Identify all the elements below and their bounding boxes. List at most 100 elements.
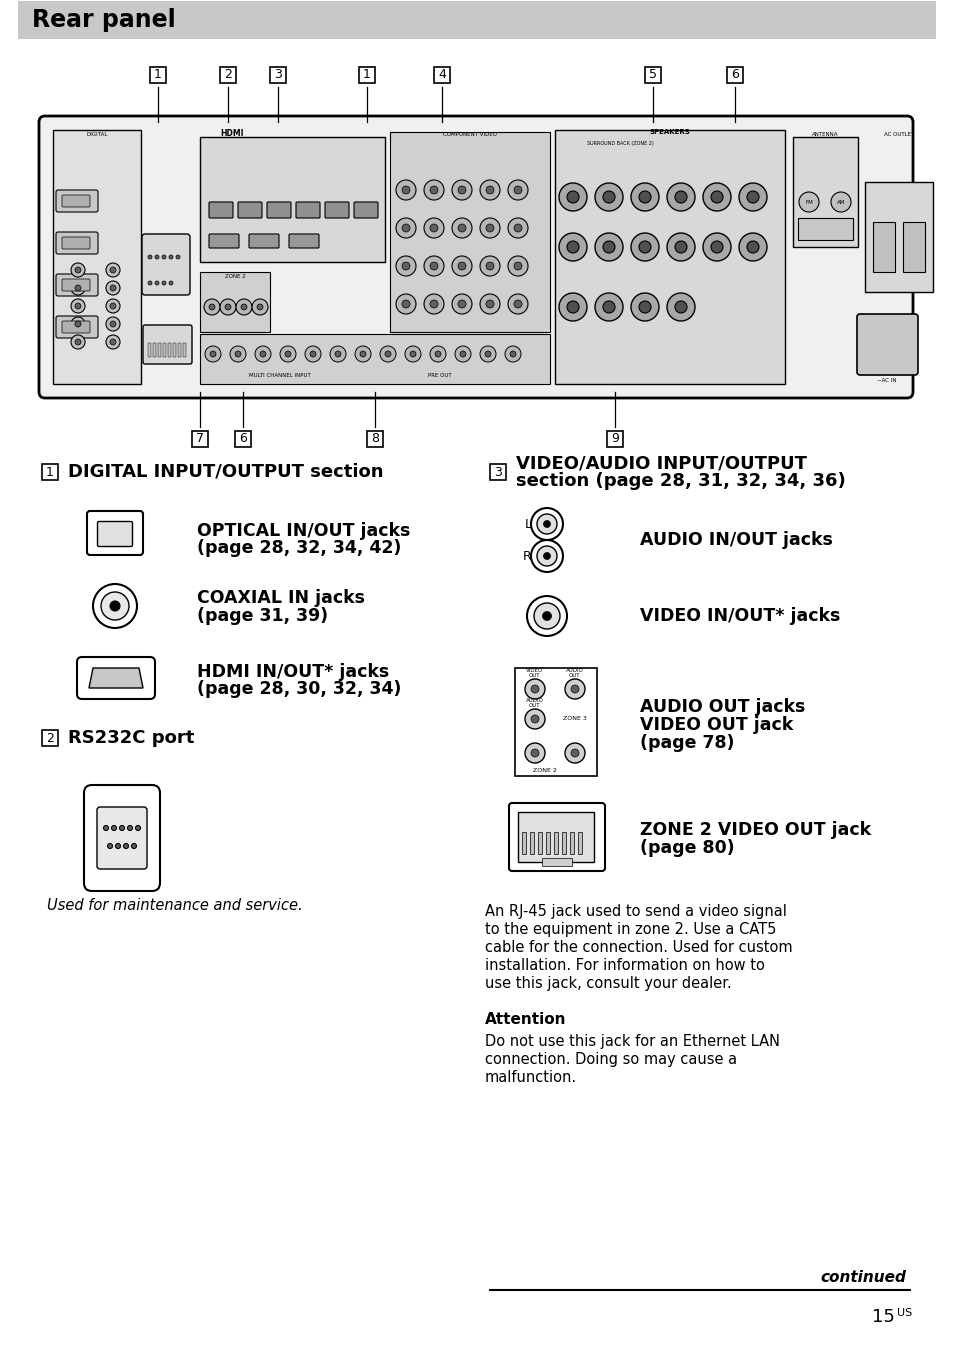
Circle shape [507,218,527,238]
Bar [200,272,270,333]
Bar [545,831,550,854]
Text: Attention: Attention [484,1013,566,1028]
Bar [792,137,857,247]
Text: VIDEO IN/OUT* jacks: VIDEO IN/OUT* jacks [639,607,840,625]
Circle shape [75,285,81,291]
Bar [152,343,156,357]
Circle shape [430,346,446,362]
Circle shape [230,346,246,362]
Circle shape [385,352,391,357]
Circle shape [507,256,527,276]
FancyBboxPatch shape [289,234,318,247]
Bar [42,464,58,480]
Text: AUDIO IN/OUT jacks: AUDIO IN/OUT jacks [639,531,832,549]
Circle shape [395,293,416,314]
Circle shape [537,546,557,566]
Circle shape [106,264,120,277]
Text: ZONE 2: ZONE 2 [533,768,557,773]
Text: Do not use this jack for an Ethernet LAN: Do not use this jack for an Ethernet LAN [484,1034,780,1049]
Text: PRE OUT: PRE OUT [428,373,452,379]
Circle shape [71,264,85,277]
Circle shape [534,603,559,629]
Circle shape [630,293,659,320]
Circle shape [566,191,578,203]
Circle shape [110,303,116,310]
FancyBboxPatch shape [209,234,239,247]
Circle shape [110,320,116,327]
Circle shape [507,293,527,314]
Text: L: L [524,518,532,530]
Circle shape [252,299,268,315]
FancyBboxPatch shape [97,522,132,546]
Circle shape [571,749,578,757]
Text: AC OUTLET: AC OUTLET [882,131,913,137]
Text: 4: 4 [437,69,445,81]
Bar [555,130,784,384]
Circle shape [531,508,562,539]
Circle shape [485,262,494,270]
Circle shape [235,299,252,315]
Circle shape [204,299,220,315]
Circle shape [531,685,538,694]
Circle shape [479,346,496,362]
Circle shape [234,352,241,357]
Bar [554,831,558,854]
Bar [200,334,550,384]
Bar [490,464,505,480]
Circle shape [537,514,557,534]
Text: HDMI IN/OUT* jacks: HDMI IN/OUT* jacks [196,662,389,681]
Bar [192,431,208,448]
Circle shape [423,180,443,200]
Text: 6: 6 [730,69,739,81]
Text: 2: 2 [224,69,232,81]
Circle shape [484,352,491,357]
Circle shape [210,352,215,357]
Circle shape [260,352,266,357]
Circle shape [169,256,172,260]
Circle shape [531,539,562,572]
Text: COMPONENT VIDEO: COMPONENT VIDEO [442,131,497,137]
Circle shape [401,300,410,308]
Bar [53,130,141,384]
Text: OPTICAL IN/OUT jacks: OPTICAL IN/OUT jacks [196,522,410,539]
Text: AUDIO
OUT: AUDIO OUT [525,698,543,708]
Circle shape [410,352,416,357]
Circle shape [110,339,116,345]
Circle shape [395,256,416,276]
Circle shape [405,346,420,362]
FancyBboxPatch shape [97,807,147,869]
Circle shape [524,708,544,729]
Circle shape [675,241,686,253]
Circle shape [106,281,120,295]
FancyBboxPatch shape [77,657,154,699]
Circle shape [542,611,551,621]
Bar [158,343,161,357]
Circle shape [630,183,659,211]
Circle shape [123,844,129,849]
Circle shape [169,281,172,285]
Text: An RJ-45 jack used to send a video signal: An RJ-45 jack used to send a video signa… [484,904,786,919]
Circle shape [666,233,695,261]
Bar [541,859,572,867]
Circle shape [75,266,81,273]
Bar [270,68,286,82]
Text: 1: 1 [46,465,54,479]
Text: VIDEO OUT jack: VIDEO OUT jack [639,717,792,734]
Circle shape [666,183,695,211]
Circle shape [746,241,759,253]
Circle shape [564,744,584,763]
Circle shape [452,218,472,238]
Circle shape [103,826,109,830]
FancyBboxPatch shape [62,279,90,291]
Text: 8: 8 [371,433,378,446]
Circle shape [571,685,578,694]
Circle shape [504,346,520,362]
Circle shape [514,262,521,270]
Bar [797,218,852,241]
Circle shape [452,293,472,314]
Bar [172,343,175,357]
Bar [606,431,622,448]
FancyBboxPatch shape [62,320,90,333]
Text: 3: 3 [274,69,282,81]
Bar [183,343,186,357]
